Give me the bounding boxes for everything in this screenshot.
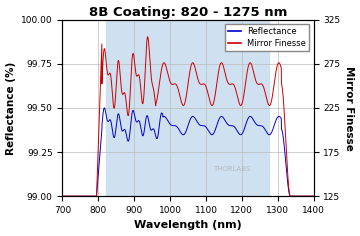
Y-axis label: Reflectance (%): Reflectance (%) bbox=[5, 61, 15, 155]
Bar bbox=[105, 20, 269, 196]
Legend: Reflectance, Mirror Finesse: Reflectance, Mirror Finesse bbox=[225, 24, 309, 51]
Text: THORLABS: THORLABS bbox=[213, 166, 251, 173]
Title: 8B Coating: 820 - 1275 nm: 8B Coating: 820 - 1275 nm bbox=[89, 6, 287, 19]
Y-axis label: Mirror Finesse: Mirror Finesse bbox=[345, 66, 355, 150]
X-axis label: Wavelength (nm): Wavelength (nm) bbox=[134, 220, 242, 230]
